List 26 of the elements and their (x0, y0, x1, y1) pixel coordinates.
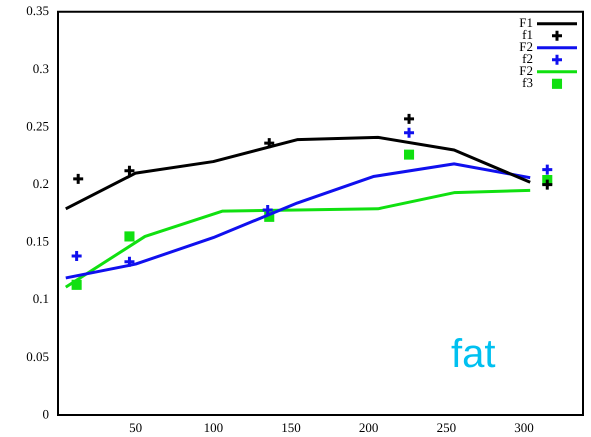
x-tick-label: 300 (514, 420, 534, 436)
annotation: fat (451, 332, 496, 376)
point (72, 172, 85, 186)
y-tick-label: 0.05 (26, 348, 49, 364)
x-tick-label: 200 (358, 420, 378, 436)
point (402, 112, 416, 126)
y-tick-label: 0 (42, 406, 49, 422)
y-tick-label: 0.25 (26, 118, 49, 134)
x-tick-label: 100 (204, 420, 224, 436)
point (540, 163, 554, 176)
point (122, 255, 136, 268)
point (122, 164, 136, 178)
y-tick-label: 0.15 (26, 234, 49, 249)
point (261, 203, 274, 216)
point (402, 126, 416, 140)
point (540, 178, 554, 192)
x-tick-label: 250 (436, 420, 456, 436)
y-tick-label: 0.2 (32, 176, 49, 192)
x-tick-label: 50 (129, 420, 142, 436)
y-tick-label: 0.35 (26, 3, 49, 18)
y-tick-label: 0.3 (32, 60, 49, 76)
x-tick-label: 150 (281, 420, 301, 436)
point (70, 250, 84, 263)
point (124, 231, 134, 242)
y-tick-label: 0.1 (32, 291, 49, 306)
point (404, 150, 414, 160)
